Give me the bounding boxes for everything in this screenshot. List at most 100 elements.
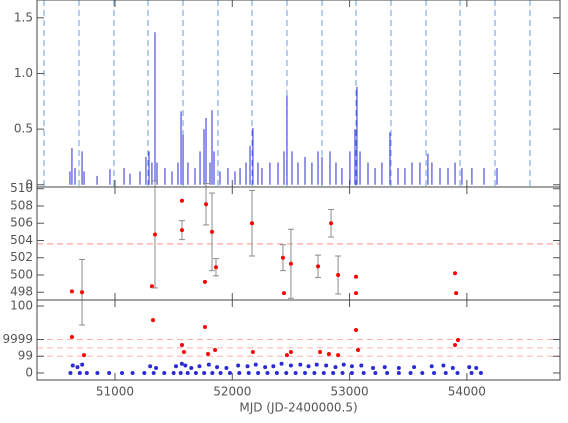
point — [469, 370, 474, 375]
y-tick-label: 99 — [18, 349, 33, 363]
y-tick-label: 100 — [10, 299, 33, 313]
point — [179, 343, 184, 348]
point — [70, 363, 75, 368]
point — [263, 365, 268, 370]
point — [215, 365, 220, 370]
point — [373, 370, 378, 375]
x-tick-label: 53000 — [330, 385, 368, 399]
point — [455, 370, 460, 375]
y-tick-label: 0 — [25, 365, 33, 379]
point — [306, 364, 311, 369]
point — [162, 370, 167, 375]
point — [75, 365, 80, 370]
point — [412, 365, 417, 370]
point — [349, 364, 354, 369]
point — [206, 362, 211, 367]
point — [420, 370, 425, 375]
point — [274, 370, 279, 375]
point — [271, 364, 276, 369]
point — [265, 370, 270, 375]
point — [193, 370, 198, 375]
point — [249, 221, 254, 226]
point — [453, 343, 458, 348]
point — [173, 364, 178, 369]
point — [213, 265, 218, 270]
point — [453, 271, 458, 276]
point — [84, 370, 89, 375]
point — [354, 291, 359, 296]
point — [467, 365, 472, 370]
point — [359, 363, 364, 368]
point — [178, 370, 183, 375]
point — [385, 370, 390, 375]
y-tick-label: 0 — [25, 177, 33, 191]
point — [443, 370, 448, 375]
point — [148, 364, 153, 369]
point — [80, 362, 85, 367]
point — [298, 362, 303, 367]
point — [396, 365, 401, 370]
y-tick-label: 1.0 — [14, 66, 33, 80]
point — [179, 361, 184, 366]
point — [284, 370, 289, 375]
point — [312, 370, 317, 375]
point — [68, 370, 73, 375]
point — [288, 363, 293, 368]
y-tick-label: 498 — [10, 285, 33, 299]
point — [69, 334, 74, 339]
point — [288, 350, 293, 355]
y-tick-label: 500 — [10, 267, 33, 281]
point — [236, 363, 241, 368]
point — [237, 370, 242, 375]
point — [341, 362, 346, 367]
point — [246, 370, 251, 375]
point — [340, 370, 345, 375]
point — [288, 261, 293, 266]
point — [356, 348, 361, 353]
point — [331, 370, 336, 375]
point — [454, 291, 459, 296]
y-tick-label: 506 — [10, 216, 33, 230]
point — [361, 370, 366, 375]
point — [455, 338, 460, 342]
point — [256, 370, 261, 375]
x-tick-label: 52000 — [213, 385, 251, 399]
point — [149, 284, 154, 289]
point — [303, 370, 308, 375]
x-axis-label: MJD (JD-2400000.5) — [239, 401, 357, 415]
point — [181, 350, 186, 355]
point — [142, 370, 147, 375]
point — [227, 370, 232, 375]
point — [151, 318, 156, 323]
point — [80, 290, 85, 295]
point — [329, 221, 334, 226]
point — [429, 364, 434, 369]
point — [314, 362, 319, 367]
point — [333, 365, 338, 370]
point — [185, 370, 190, 375]
plot-frame — [36, 299, 561, 381]
point — [77, 370, 82, 375]
point — [213, 348, 218, 353]
point — [82, 353, 87, 358]
point — [197, 364, 202, 369]
point — [245, 364, 250, 369]
point — [318, 350, 323, 355]
point — [130, 370, 135, 375]
point — [441, 363, 446, 368]
point — [474, 365, 479, 370]
point — [280, 255, 285, 260]
point — [293, 370, 298, 375]
point — [279, 361, 284, 366]
point — [336, 272, 341, 277]
point — [224, 365, 229, 370]
point — [282, 291, 287, 296]
point — [202, 279, 207, 284]
point — [69, 289, 74, 294]
point — [408, 370, 413, 375]
point — [478, 370, 483, 375]
point — [450, 365, 455, 370]
point — [209, 229, 214, 234]
point — [354, 274, 359, 279]
